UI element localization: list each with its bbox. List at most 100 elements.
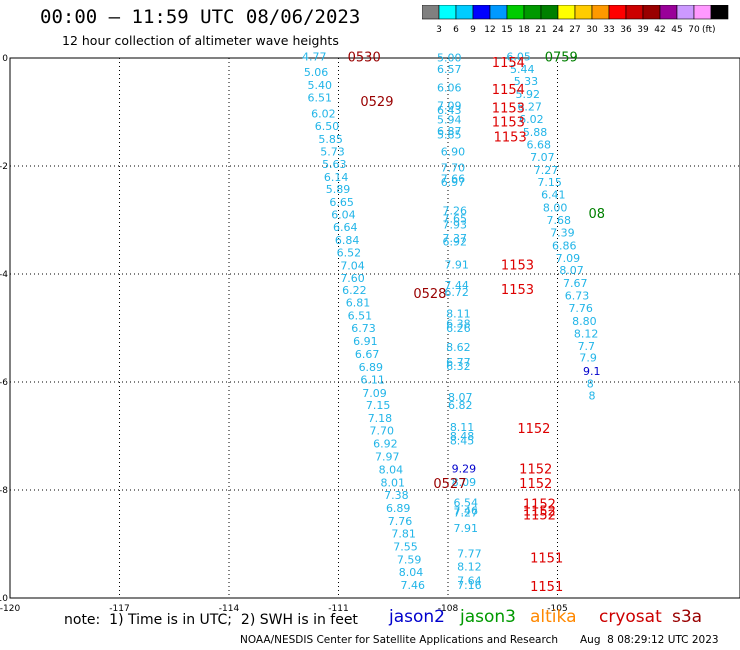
wave-height-point: 7.04 — [340, 259, 365, 272]
wave-height-point: 5.40 — [307, 79, 332, 92]
pass-time-label: 0759 — [545, 50, 578, 65]
wave-height-point: 7.26 — [443, 204, 468, 217]
wave-height-point: 6.81 — [346, 297, 371, 310]
wave-height-point: 7.76 — [388, 515, 413, 528]
pass-time-label: 1153 — [501, 283, 534, 298]
wave-height-point: 6.22 — [342, 284, 367, 297]
wave-height-point: 6.73 — [565, 290, 590, 303]
colorbar-tick-label: 15 — [501, 25, 512, 35]
wave-height-point: 6.27 — [517, 101, 542, 114]
x-tick-label: -117 — [109, 604, 129, 614]
x-tick-label: -111 — [328, 604, 348, 614]
x-tick-label: -108 — [438, 604, 459, 614]
units-note: note: 1) Time is in UTC; 2) SWH is in fe… — [64, 612, 358, 628]
generated-timestamp: Aug 8 08:29:12 UTC 2023 — [580, 634, 719, 646]
wave-height-point: 5.44 — [510, 63, 535, 76]
wave-height-point: 7.15 — [366, 399, 391, 412]
wave-height-point: 7.64 — [457, 575, 482, 588]
pass-time-label: 0527 — [433, 477, 466, 492]
wave-height-point: 6.32 — [446, 360, 471, 373]
wave-height-point: 6.84 — [335, 234, 360, 247]
colorbar-tick-label: 21 — [535, 25, 546, 35]
wave-height-point: 7.09 — [362, 387, 387, 400]
wave-height-point: 7.09 — [437, 100, 462, 113]
wave-height-point: 7.77 — [457, 548, 482, 561]
pass-time-label: 1153 — [492, 116, 525, 131]
colorbar-legend: 3 6 9 12 15 18 21 24 27 30 33 36 39 42 45 70 (ft) — [422, 5, 729, 35]
wave-height-point: 7.46 — [401, 579, 426, 592]
wave-height-point: 7.7 — [578, 340, 596, 353]
wave-height-point: 5.85 — [437, 129, 462, 142]
wave-height-point: 7.46 — [453, 505, 478, 518]
pass-time-label: 1154 — [492, 56, 525, 71]
wave-height-point: 8.48 — [450, 430, 475, 443]
wave-height-point: 6.02 — [519, 113, 544, 126]
wave-height-point: 6.26 — [446, 322, 471, 335]
colorbar-tick-label: 30 — [586, 25, 598, 35]
wave-height-point: 7.27 — [534, 164, 559, 177]
wave-height-point: 6.41 — [541, 189, 566, 202]
wave-height-point: 6.06 — [437, 82, 462, 95]
wave-height-point: 7.09 — [556, 252, 581, 265]
colorbar-tick-label: 36 — [620, 25, 632, 35]
x-tick-label: -120 — [0, 604, 20, 614]
wave-height-point: 7.39 — [550, 226, 575, 239]
wave-height-point: 6.43 — [437, 104, 462, 117]
wave-height-point: 6.14 — [324, 171, 349, 184]
credit-line: NOAA/NESDIS Center for Satellite Applica… — [240, 634, 558, 646]
wave-height-point: 6.87 — [437, 125, 462, 138]
wave-height-point: 6.57 — [437, 63, 462, 76]
wave-height-point: 7.66 — [441, 172, 466, 185]
wave-height-point: 6.92 — [373, 438, 398, 451]
wave-height-point: 6.92 — [443, 236, 468, 249]
wave-height-point: 5.63 — [322, 158, 347, 171]
satellite-legend-altika: altika — [530, 607, 577, 627]
pass-time-label: 1152 — [519, 462, 552, 477]
y-tick-label: -10 — [0, 594, 8, 604]
y-tick-label: -4 — [0, 270, 8, 280]
wave-height-point: 5.85 — [318, 133, 343, 146]
wave-height-point: 6.68 — [526, 138, 551, 151]
wave-height-point: 8.12 — [574, 327, 599, 340]
wave-height-point: 6.52 — [337, 246, 362, 259]
wave-height-point: 8.00 — [543, 202, 568, 215]
wave-height-point: 5.00 — [437, 51, 462, 64]
wave-height-point: 7.60 — [340, 272, 365, 285]
wave-height-point: 6.64 — [333, 221, 358, 234]
wave-height-point: 7.67 — [563, 277, 588, 290]
pass-time-label: 0529 — [360, 95, 393, 110]
wave-height-point: 7.38 — [384, 489, 409, 502]
y-tick-label: -6 — [0, 378, 8, 388]
wave-height-point: 7.18 — [368, 412, 393, 425]
wave-height-point: 6.54 — [453, 496, 478, 509]
wave-height-point: 7.70 — [370, 425, 395, 438]
colorbar-swatch — [710, 5, 729, 20]
wave-height-point: 6.72 — [444, 286, 469, 299]
wave-height-point: 5.89 — [326, 183, 351, 196]
wave-height-point: 8.04 — [399, 566, 424, 579]
colorbar-tick-label: 9 — [470, 25, 476, 35]
wave-height-point: 7.81 — [391, 528, 416, 541]
pass-time-label: 1153 — [494, 130, 527, 145]
colorbar-tick-label: 3 — [436, 25, 442, 35]
wave-height-point: 5.88 — [523, 126, 548, 139]
wave-height-point: 8.80 — [572, 315, 597, 328]
wave-height-point: 6.50 — [315, 120, 340, 133]
wave-height-point: 7.76 — [568, 302, 593, 315]
wave-height-point: 8.01 — [380, 476, 405, 489]
y-tick-label: -8 — [0, 486, 8, 496]
colorbar-tick-label: 42 — [654, 25, 665, 35]
colorbar-tick-label: 12 — [484, 25, 495, 35]
pass-time-label: 0530 — [348, 50, 381, 65]
chart-subtitle: 12 hour collection of altimeter wave hei… — [62, 33, 339, 48]
wave-height-point: 8.11 — [450, 421, 475, 434]
wave-height-point: 7.59 — [397, 554, 422, 567]
wave-height-point: 6.77 — [446, 356, 471, 369]
wave-height-point: 7.91 — [453, 522, 478, 535]
wave-height-point: 7.55 — [393, 541, 418, 554]
wave-height-point: 7.44 — [444, 279, 469, 292]
data-layer: 4.775.065.406.516.026.505.855.735.636.14… — [302, 50, 605, 595]
wave-height-point: 7.91 — [444, 258, 469, 271]
pass-time-label: 1153 — [501, 258, 534, 273]
colorbar-tick-label: 27 — [569, 25, 580, 35]
